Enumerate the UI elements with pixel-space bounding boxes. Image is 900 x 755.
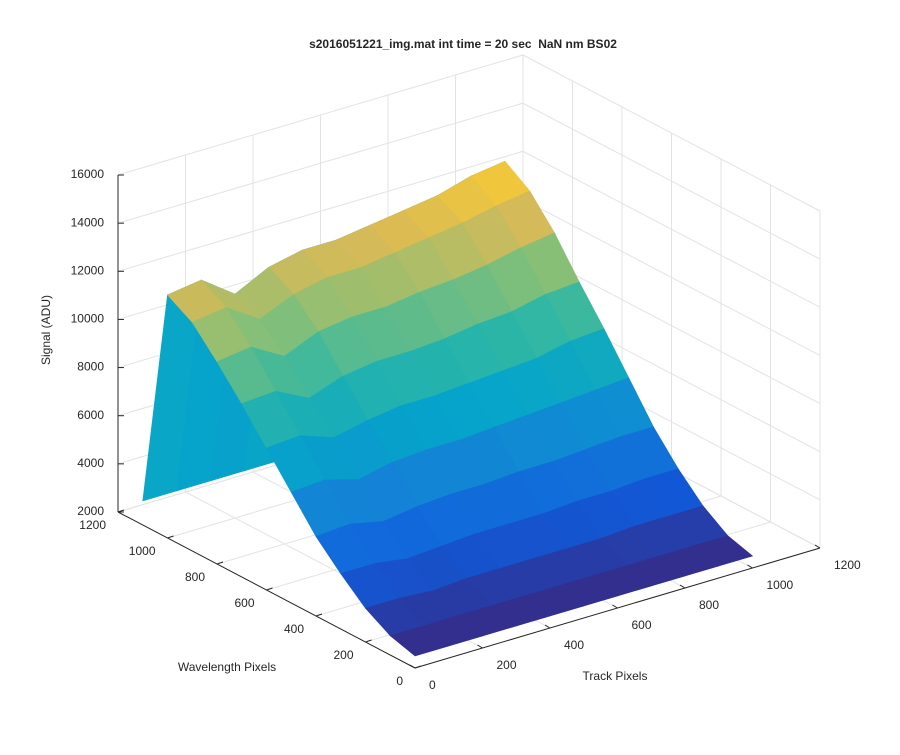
y-tick xyxy=(117,509,125,513)
grid-line xyxy=(522,198,821,356)
z-tick-label: 14000 xyxy=(71,215,105,229)
x-tick-label: 1000 xyxy=(767,578,794,592)
x-tick-label: 0 xyxy=(429,678,436,692)
x-tick xyxy=(409,664,416,669)
x-tick xyxy=(814,544,821,549)
z-tick-label: 10000 xyxy=(71,312,105,326)
y-tick-label: 200 xyxy=(333,648,353,662)
z-axis-label: Signal (ADU) xyxy=(39,295,53,365)
y-tick-label: 800 xyxy=(185,570,205,584)
y-tick-label: 1200 xyxy=(79,518,106,532)
surface xyxy=(142,160,754,657)
y-tick-label: 0 xyxy=(396,674,403,688)
x-tick-label: 1200 xyxy=(834,558,861,572)
z-tick-label: 4000 xyxy=(77,456,104,470)
z-tick-label: 8000 xyxy=(77,360,104,374)
surface-patch xyxy=(389,625,450,657)
axes: 2000400060008000100001200014000160000200… xyxy=(71,167,861,692)
y-tick xyxy=(414,665,422,669)
x-axis-label: Track Pixels xyxy=(583,669,648,683)
grid-line xyxy=(117,102,524,224)
x-tick xyxy=(747,564,753,569)
x-tick xyxy=(477,644,483,649)
y-tick xyxy=(167,535,174,539)
y-tick xyxy=(266,587,273,591)
x-tick xyxy=(612,604,618,609)
z-tick-label: 2000 xyxy=(77,504,104,518)
z-tick-label: 16000 xyxy=(71,167,105,181)
z-tick-label: 12000 xyxy=(71,263,105,277)
x-tick xyxy=(544,624,551,629)
y-axis-label: Wavelength Pixels xyxy=(178,660,276,674)
grid-line xyxy=(117,54,524,176)
y-tick xyxy=(216,561,224,565)
chart-title: s2016051221_img.mat int time = 20 sec Na… xyxy=(309,37,617,51)
y-tick-label: 600 xyxy=(234,596,254,610)
y-tick-label: 400 xyxy=(284,622,304,636)
y-tick xyxy=(315,613,323,617)
y-tick xyxy=(365,639,372,643)
grid-line xyxy=(117,150,524,272)
grid-line xyxy=(522,102,821,260)
x-tick-label: 600 xyxy=(632,618,652,632)
x-tick-label: 200 xyxy=(497,658,517,672)
x-tick-label: 800 xyxy=(699,598,719,612)
x-tick-label: 400 xyxy=(564,638,584,652)
y-tick-label: 1000 xyxy=(129,544,156,558)
x-tick xyxy=(679,584,686,589)
grid-line xyxy=(522,54,821,212)
z-tick-label: 6000 xyxy=(77,408,104,422)
grid-line xyxy=(522,150,821,308)
